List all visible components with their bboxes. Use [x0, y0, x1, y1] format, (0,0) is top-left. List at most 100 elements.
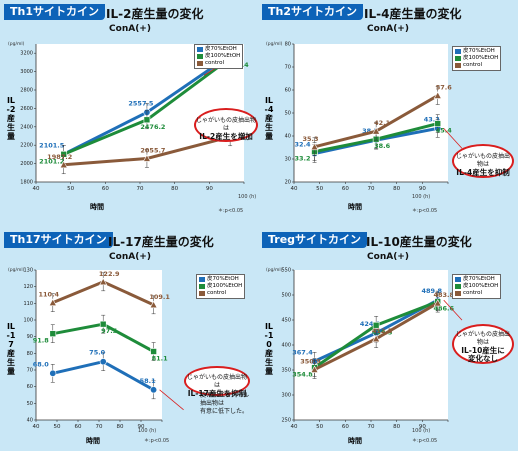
x-tick-label: 90 [419, 186, 426, 192]
y-tick-label: 50 [27, 401, 33, 407]
x-axis-label: 時間 [90, 203, 104, 211]
y-tick-label: 20 [285, 180, 291, 186]
plot-area [294, 44, 448, 182]
y-tick-label: 250 [281, 418, 291, 424]
legend-swatch-brown [455, 63, 461, 68]
y-tick-label: 2400 [20, 124, 33, 130]
y-tick-label: 40 [27, 418, 33, 424]
data-point-triangle [59, 160, 68, 169]
data-point-square [49, 330, 57, 337]
x-tick-label: 40 [33, 186, 40, 192]
callout-emphasis: IL-17産生を抑制 [187, 389, 247, 398]
data-label: 2055.7 [140, 146, 165, 154]
data-point-triangle [48, 298, 57, 306]
y-tick-label: 120 [23, 284, 33, 290]
data-point-square [143, 116, 151, 124]
data-label: 110.4 [39, 291, 60, 299]
x-tick-label: 40 [291, 424, 298, 430]
concentration-label: ConA(+) [109, 252, 151, 262]
x-unit: 100 (h) [412, 194, 431, 200]
panel-title: IL-4産生量の変化 [364, 7, 462, 21]
x-tick-label: 70 [96, 424, 103, 430]
x-unit: 100 (h) [238, 194, 257, 200]
comment-line: 有意に低下した。 [200, 408, 249, 415]
data-label: 57.6 [436, 84, 453, 92]
finding-callout: じゃがいもの皮抽出物は IL-2産生を増加 [194, 108, 258, 142]
significance-note: ＊:p<0.05 [412, 208, 438, 214]
data-point-triangle [310, 142, 319, 151]
callout-pointer [443, 299, 463, 321]
data-label: 122.9 [99, 270, 120, 278]
x-unit: 100 (h) [412, 428, 431, 434]
x-tick-label: 90 [206, 186, 213, 192]
panel-title: IL-17産生量の変化 [108, 235, 214, 249]
legend-item: 皮100%EtOH [463, 55, 499, 61]
x-axis-label: 時間 [348, 437, 362, 445]
significance-note: ＊:p<0.05 [218, 208, 244, 214]
legend-swatch-blue [199, 277, 205, 282]
concentration-label: ConA(+) [109, 24, 151, 34]
data-point-triangle [310, 365, 319, 373]
y-tick-label: 400 [281, 343, 291, 349]
data-point-square [372, 321, 380, 329]
concentration-label: ConA(+) [367, 252, 409, 262]
y-unit: (pg/ml) [8, 42, 25, 47]
x-tick-label: 60 [342, 424, 349, 430]
legend-swatch-blue [197, 47, 203, 52]
significance-note: ＊:p<0.05 [144, 438, 170, 444]
data-label: 33.2 [295, 155, 311, 163]
data-label: 2101.2 [39, 157, 64, 165]
chart-svg: 1800 2000 2200 2400 2600 2800 3000 3200 40 50 60 70… [20, 42, 249, 192]
data-point-triangle [142, 154, 151, 162]
legend-item: 皮70%EtOH [463, 48, 495, 54]
data-point-triangle [433, 91, 442, 99]
data-label: 35.3 [303, 135, 319, 143]
significance-comment: 皮70%エタノール 抽出物は 有意に低下した。 [200, 392, 249, 416]
x-axis-label: 時間 [348, 203, 362, 211]
y-tick-label: 500 [281, 293, 291, 299]
x-tick-label: 70 [368, 186, 375, 192]
x-tick-label: 80 [117, 424, 124, 430]
data-label: 354.8 [292, 371, 313, 379]
y-unit: (pg/ml) [266, 268, 283, 273]
legend-swatch-brown [199, 291, 205, 296]
panel-tag: Th1サイトカイン [4, 4, 105, 20]
y-unit: (pg/ml) [8, 268, 25, 273]
finding-callout: じゃがいもの皮抽出物は IL-4産生を抑制 [452, 144, 514, 178]
y-tick-label: 2800 [20, 88, 33, 94]
x-unit: 100 (h) [138, 428, 157, 434]
data-point-triangle [99, 277, 108, 286]
finding-callout: じゃがいもの皮抽出物は IL-10産生に 変化なし [452, 324, 514, 364]
legend-swatch-green [199, 284, 205, 289]
data-label: 489.8 [421, 287, 442, 295]
x-tick-label: 60 [75, 424, 82, 430]
callout-emphasis: IL-4産生を抑制 [456, 168, 510, 177]
comment-line: 皮70%エタノール [200, 392, 250, 399]
panel-il17: Th17サイトカイン IL-17産生量の変化 ConA(+) (pg/ml) I… [4, 232, 256, 447]
data-label: 32.4 [295, 140, 312, 148]
panel-tag: Tregサイトカイン [262, 232, 368, 248]
y-tick-label: 550 [281, 268, 291, 274]
panel-il10: Tregサイトカイン IL-10産生量の変化 ConA(+) (pg/ml) I… [262, 232, 514, 447]
y-axis-label: IL-4産生量 [264, 96, 274, 141]
y-tick-label: 2200 [20, 143, 33, 149]
data-label: 2557.5 [128, 99, 154, 107]
y-tick-label: 100 [23, 318, 33, 324]
y-unit: (pg/ml) [266, 42, 283, 47]
legend-swatch-green [455, 56, 461, 61]
data-label: 2101.5 [39, 141, 65, 149]
x-tick-label: 50 [54, 424, 61, 430]
x-tick-label: 50 [67, 186, 74, 192]
x-tick-label: 80 [393, 186, 400, 192]
x-tick-label: 60 [342, 186, 349, 192]
x-tick-label: 40 [33, 424, 40, 430]
callout-line: じゃがいもの皮抽出物は [196, 117, 257, 132]
data-label: 68.0 [33, 360, 50, 368]
legend-item: 皮100%EtOH [207, 283, 243, 289]
y-tick-label: 80 [285, 42, 291, 48]
legend-item: control [207, 290, 227, 296]
callout-line: じゃがいもの皮抽出物は [186, 374, 247, 389]
y-tick-label: 90 [27, 334, 33, 340]
y-axis-label: IL-2産生量 [6, 96, 16, 141]
data-label: 38.2 [362, 127, 378, 135]
